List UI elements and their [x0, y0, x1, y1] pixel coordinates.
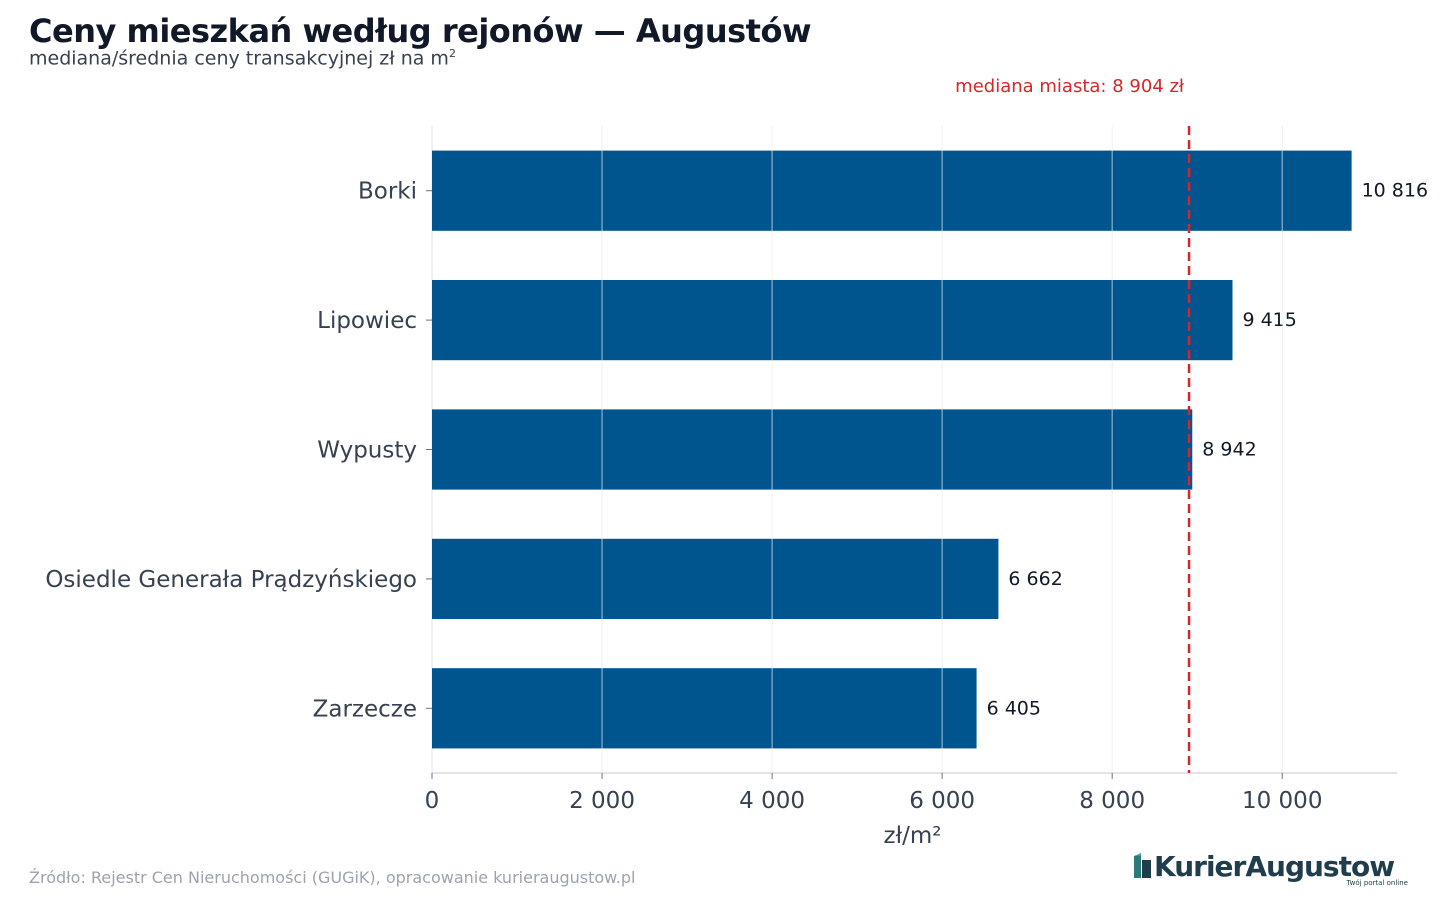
bar-value-label-3: 6 662	[1008, 568, 1062, 590]
x-tick-label-3: 6 000	[909, 788, 975, 814]
subtitle-superscript: 2	[448, 47, 456, 60]
median-reference-label: mediana miasta: 8 904 zł	[955, 76, 1185, 97]
x-tick-label-4: 8 000	[1079, 788, 1145, 814]
chart-subtitle: mediana/średnia ceny transakcyjnej zł na…	[29, 47, 456, 69]
bar-3	[432, 538, 999, 620]
category-label-4: Zarzecze	[313, 696, 417, 722]
x-axis-label: zł/m²	[884, 823, 942, 849]
source-footnote: Źródło: Rejestr Cen Nieruchomości (GUGiK…	[29, 868, 636, 887]
chart-title: Ceny mieszkań według rejonów — Augustów	[29, 12, 812, 50]
x-tick-label-5: 10 000	[1242, 788, 1322, 814]
category-label-2: Wypusty	[317, 438, 417, 464]
bar-2	[432, 409, 1193, 490]
bar-value-label-2: 8 942	[1202, 439, 1256, 461]
category-label-3: Osiedle Generała Prądzyńskiego	[45, 567, 417, 593]
bar-value-label-0: 10 816	[1362, 180, 1428, 202]
logo-wordmark: KurierAugustow	[1154, 850, 1395, 883]
bar-1	[432, 279, 1233, 361]
x-tick-label-0: 0	[425, 788, 440, 814]
bar-value-label-1: 9 415	[1242, 309, 1296, 331]
bar-4	[432, 668, 977, 749]
logo-mark-icon	[1134, 853, 1151, 878]
subtitle-text: mediana/średnia ceny transakcyjnej zł na…	[29, 47, 449, 70]
gridlines-over-bars	[601, 126, 1283, 773]
category-label-0: Borki	[358, 179, 417, 205]
brand-logo: KurierAugustow Twój portal online	[1132, 850, 1412, 888]
category-label-1: Lipowiec	[317, 308, 417, 334]
x-tick-label-2: 4 000	[739, 788, 805, 814]
bar-0	[432, 150, 1352, 231]
logo-tagline: Twój portal online	[1346, 879, 1408, 887]
bar-value-label-4: 6 405	[987, 697, 1041, 719]
x-tick-label-1: 2 000	[569, 788, 635, 814]
axes: Borki Lipowiec Wypusty Osiedle Generała Prą…	[45, 179, 1397, 849]
reference-line-group: mediana miasta: 8 904 zł	[955, 76, 1191, 773]
bars: 10 816 9 415 8 942 6 662 6 405	[432, 150, 1428, 749]
